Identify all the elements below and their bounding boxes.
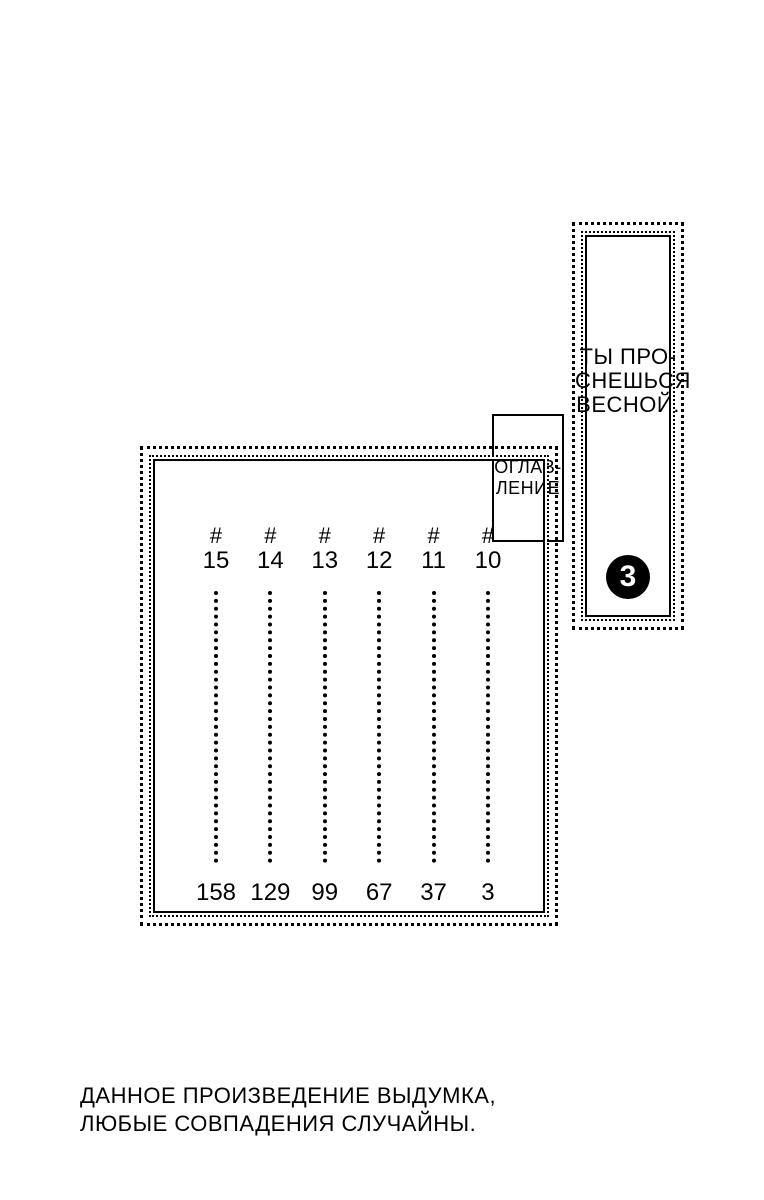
hash-symbol: # <box>319 525 331 547</box>
page-number: 99 <box>311 881 338 905</box>
series-title-line: ВЕСНОЙ. <box>575 393 681 417</box>
toc-entry[interactable]: # 15 158 <box>193 525 239 905</box>
page-number: 158 <box>196 881 236 905</box>
chapter-number: 11 <box>421 549 446 573</box>
dotted-leader <box>486 591 490 863</box>
page-number: 3 <box>481 881 494 905</box>
series-title-line: ТЫ ПРО- <box>575 345 681 369</box>
toc-columns: # 15 158 # 14 129 # 13 99 # 12 67 # 11 3… <box>193 525 511 905</box>
chapter-number: 10 <box>475 549 502 573</box>
toc-box: # 15 158 # 14 129 # 13 99 # 12 67 # 11 3… <box>140 446 558 926</box>
toc-entry[interactable]: # 13 99 <box>302 525 348 905</box>
page-number: 37 <box>420 881 447 905</box>
series-title: ТЫ ПРО- СНЕШЬСЯ ВЕСНОЙ. <box>575 345 681 418</box>
toc-entry[interactable]: # 14 129 <box>247 525 293 905</box>
title-box: ТЫ ПРО- СНЕШЬСЯ ВЕСНОЙ. 3 <box>572 222 684 630</box>
dotted-leader <box>214 591 218 863</box>
disclaimer-line: ЛЮБЫЕ СОВПАДЕНИЯ СЛУЧАЙНЫ. <box>80 1110 496 1138</box>
page-number: 129 <box>250 881 290 905</box>
chapter-number: 15 <box>203 549 230 573</box>
chapter-number: 12 <box>366 549 393 573</box>
toc-entry[interactable]: # 12 67 <box>356 525 402 905</box>
series-title-line: СНЕШЬСЯ <box>575 369 681 393</box>
hash-symbol: # <box>264 525 276 547</box>
hash-symbol: # <box>427 525 439 547</box>
disclaimer-text: ДАННОЕ ПРОИЗВЕДЕНИЕ ВЫДУМКА, ЛЮБЫЕ СОВПА… <box>80 1082 496 1137</box>
dotted-leader <box>377 591 381 863</box>
toc-entry[interactable]: # 11 37 <box>411 525 457 905</box>
dotted-leader <box>432 591 436 863</box>
hash-symbol: # <box>373 525 385 547</box>
disclaimer-line: ДАННОЕ ПРОИЗВЕДЕНИЕ ВЫДУМКА, <box>80 1082 496 1110</box>
chapter-number: 14 <box>257 549 284 573</box>
page-number: 67 <box>366 881 393 905</box>
hash-symbol: # <box>210 525 222 547</box>
dotted-leader <box>323 591 327 863</box>
chapter-number: 13 <box>311 549 338 573</box>
toc-entry[interactable]: # 10 3 <box>465 525 511 905</box>
hash-symbol: # <box>482 525 494 547</box>
volume-number-badge: 3 <box>606 555 650 599</box>
dotted-leader <box>268 591 272 863</box>
